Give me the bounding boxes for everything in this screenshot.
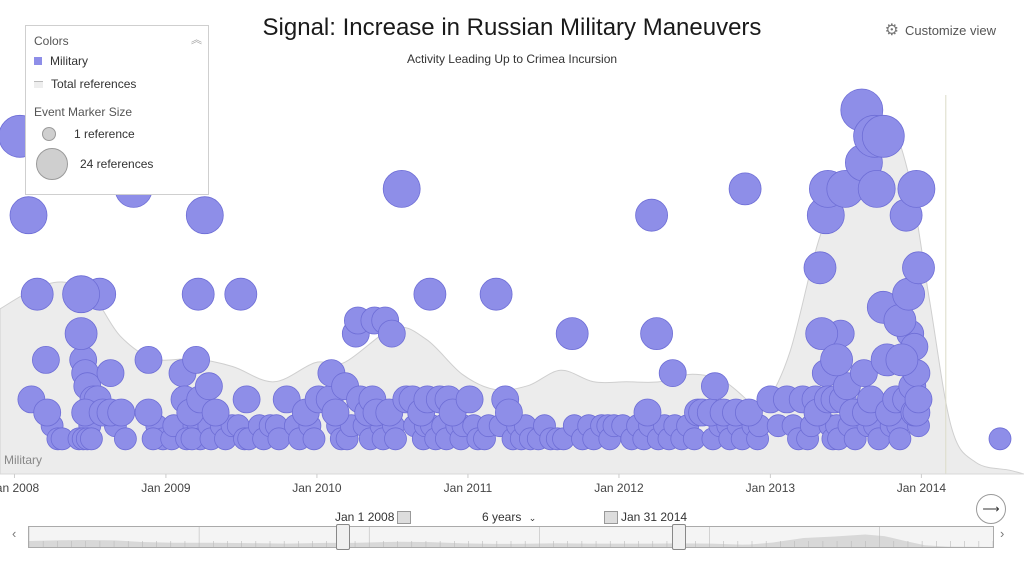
military-bubble[interactable] (701, 372, 729, 401)
clock-icon[interactable]: ⟶ (976, 494, 1006, 524)
military-bubble[interactable] (635, 198, 668, 232)
legend-item-military: Military (34, 54, 88, 68)
customize-view-label: Customize view (904, 22, 996, 38)
calendar-icon (604, 511, 618, 525)
navigator-track[interactable] (28, 526, 994, 548)
military-bubble[interactable] (62, 275, 100, 314)
military-bubble[interactable] (9, 196, 48, 235)
military-bubble[interactable] (413, 277, 447, 311)
military-bubble[interactable] (302, 427, 326, 451)
total-area-swatch-icon (34, 80, 43, 88)
legend-total-label: Total references (51, 77, 137, 91)
x-axis-ticks: Jan 2008 Jan 2009 Jan 2010 Jan 2011 Jan 2012… (0, 474, 946, 495)
military-bubble[interactable] (384, 427, 407, 451)
military-bubble[interactable] (20, 277, 54, 311)
military-bubble[interactable] (897, 169, 936, 208)
scroll-left-icon[interactable]: ‹ (12, 526, 17, 541)
military-bubble[interactable] (382, 169, 421, 208)
legend-size-small-label: 1 reference (74, 127, 135, 141)
military-bubble[interactable] (232, 385, 261, 414)
military-bubble[interactable] (33, 398, 62, 427)
military-bubble[interactable] (494, 398, 523, 427)
chart-subtitle: Activity Leading Up to Crimea Incursion (406, 52, 618, 66)
military-swatch-icon (34, 57, 42, 65)
military-bubble[interactable] (640, 317, 673, 351)
legend-military-label: Military (50, 54, 88, 68)
military-bubble[interactable] (114, 427, 137, 451)
range-end-label: Jan 31 2014 (621, 510, 688, 524)
x-tick-label: Jan 2008 (0, 481, 39, 495)
range-start-label: Jan 1 2008 (335, 510, 395, 524)
range-span-label: 6 years (482, 510, 522, 524)
military-bubble[interactable] (904, 385, 933, 414)
military-bubble[interactable] (201, 398, 230, 427)
legend-size-large: 24 references (36, 148, 153, 180)
x-tick-label: Jan 2011 (444, 481, 493, 495)
military-bubble[interactable] (735, 398, 763, 427)
military-bubble[interactable] (182, 345, 211, 374)
chart-title: Signal: Increase in Russian Military Man… (262, 14, 762, 41)
x-tick-label: Jan 2014 (897, 481, 947, 495)
military-bubble[interactable] (181, 277, 215, 311)
navigator-minimap (28, 527, 994, 547)
military-bubble[interactable] (321, 398, 350, 427)
legend-colors-header: Colors (34, 34, 69, 48)
large-marker-icon (36, 148, 68, 180)
area-label: Military (4, 453, 42, 467)
range-end-date[interactable]: Jan 31 2014 (604, 510, 688, 525)
scroll-right-icon[interactable]: › (1000, 526, 1005, 541)
gear-icon: ⚙ (884, 22, 899, 39)
military-bubble[interactable] (194, 372, 223, 401)
range-span-select[interactable]: 6 years ⌄ (482, 510, 536, 524)
x-tick-label: Jan 2013 (746, 481, 796, 495)
legend-size-header: Event Marker Size (34, 105, 133, 119)
military-bubble[interactable] (224, 277, 258, 311)
military-bubble[interactable] (820, 343, 853, 377)
military-bubble[interactable] (728, 172, 762, 206)
x-tick-label: Jan 2010 (292, 481, 342, 495)
calendar-icon (397, 511, 412, 525)
military-bubble[interactable] (805, 317, 839, 351)
military-bubble[interactable] (861, 114, 905, 158)
military-bubble[interactable] (134, 345, 163, 374)
small-marker-icon (42, 127, 56, 141)
legend-panel: Colors ︽ Military Total references Event… (25, 25, 209, 195)
military-bubble[interactable] (633, 398, 662, 427)
military-bubble[interactable] (185, 196, 224, 235)
legend-item-total: Total references (34, 77, 136, 91)
range-start-date[interactable]: Jan 1 2008 (335, 510, 412, 525)
x-tick-label: Jan 2009 (141, 481, 191, 495)
collapse-legend-icon[interactable]: ︽ (191, 34, 202, 46)
military-bubble[interactable] (803, 251, 837, 285)
legend-size-small: 1 reference (42, 127, 135, 141)
military-bubble[interactable] (658, 359, 687, 388)
customize-view-button[interactable]: ⚙ Customize view (885, 20, 996, 40)
range-start-handle[interactable] (336, 524, 350, 550)
chevron-down-icon: ⌄ (528, 513, 537, 523)
range-end-handle[interactable] (672, 524, 686, 550)
military-bubble[interactable] (455, 385, 484, 414)
military-bubble[interactable] (107, 398, 136, 427)
military-bubble[interactable] (902, 251, 935, 285)
military-bubble[interactable] (377, 319, 406, 348)
military-bubble[interactable] (988, 427, 1012, 451)
military-bubble[interactable] (64, 317, 98, 351)
military-bubble[interactable] (857, 169, 896, 208)
military-bubble[interactable] (80, 427, 103, 451)
range-navigator: Jan 1 2008 6 years ⌄ Jan 31 2014 ‹ › ⟶ (0, 494, 1024, 562)
x-tick-label: Jan 2012 (594, 481, 644, 495)
military-bubbles (0, 88, 1012, 451)
military-bubble[interactable] (555, 317, 589, 351)
legend-size-large-label: 24 references (80, 157, 154, 171)
military-bubble[interactable] (134, 398, 163, 427)
military-bubble[interactable] (32, 345, 60, 374)
military-bubble[interactable] (479, 277, 513, 311)
military-bubble[interactable] (885, 343, 919, 377)
military-bubble[interactable] (96, 359, 125, 388)
military-bubble[interactable] (888, 427, 912, 451)
